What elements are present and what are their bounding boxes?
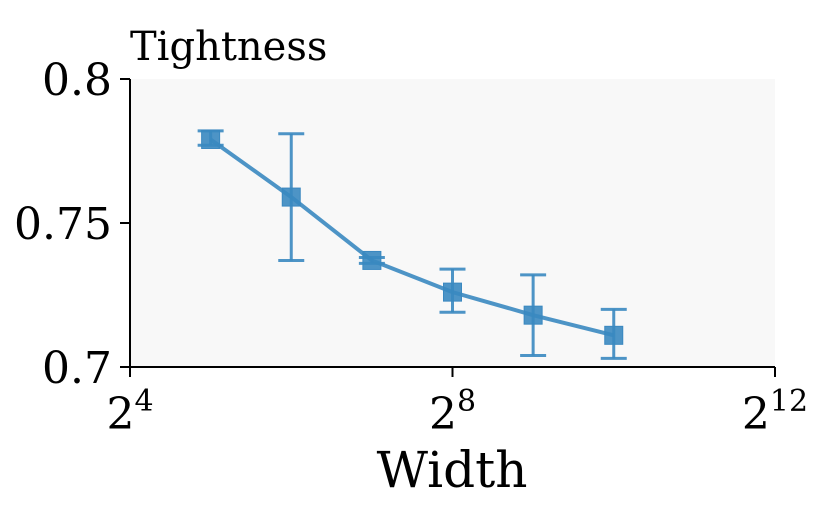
y-tick-label: 0.7 bbox=[42, 343, 112, 394]
x-tick-label: 212 bbox=[742, 384, 808, 440]
data-points bbox=[201, 129, 624, 345]
y-tick-label: 0.8 bbox=[42, 55, 112, 106]
x-tick-exponent: 12 bbox=[770, 384, 808, 419]
chart-title: Tightness bbox=[130, 24, 327, 70]
y-ticks: 0.7 0.75 0.8 bbox=[14, 55, 130, 394]
x-tick-base: 2 bbox=[106, 389, 134, 440]
data-point-marker bbox=[604, 325, 624, 345]
plot-background bbox=[130, 79, 775, 367]
x-tick-label: 28 bbox=[429, 384, 476, 440]
x-tick-exponent: 8 bbox=[457, 384, 476, 419]
x-tick-base: 2 bbox=[742, 389, 770, 440]
data-point-marker bbox=[201, 129, 221, 149]
x-axis-label: Width bbox=[377, 441, 528, 499]
data-point-marker bbox=[281, 187, 301, 207]
data-point-marker bbox=[523, 305, 543, 325]
x-tick-base: 2 bbox=[429, 389, 457, 440]
y-tick-label: 0.75 bbox=[14, 199, 112, 250]
data-point-marker bbox=[443, 282, 462, 302]
data-point-marker bbox=[362, 250, 382, 270]
series-line bbox=[209, 137, 615, 338]
x-tick-label: 24 bbox=[106, 384, 153, 440]
x-tick-exponent: 4 bbox=[134, 384, 153, 419]
x-ticks: 24 28 212 bbox=[106, 367, 808, 440]
